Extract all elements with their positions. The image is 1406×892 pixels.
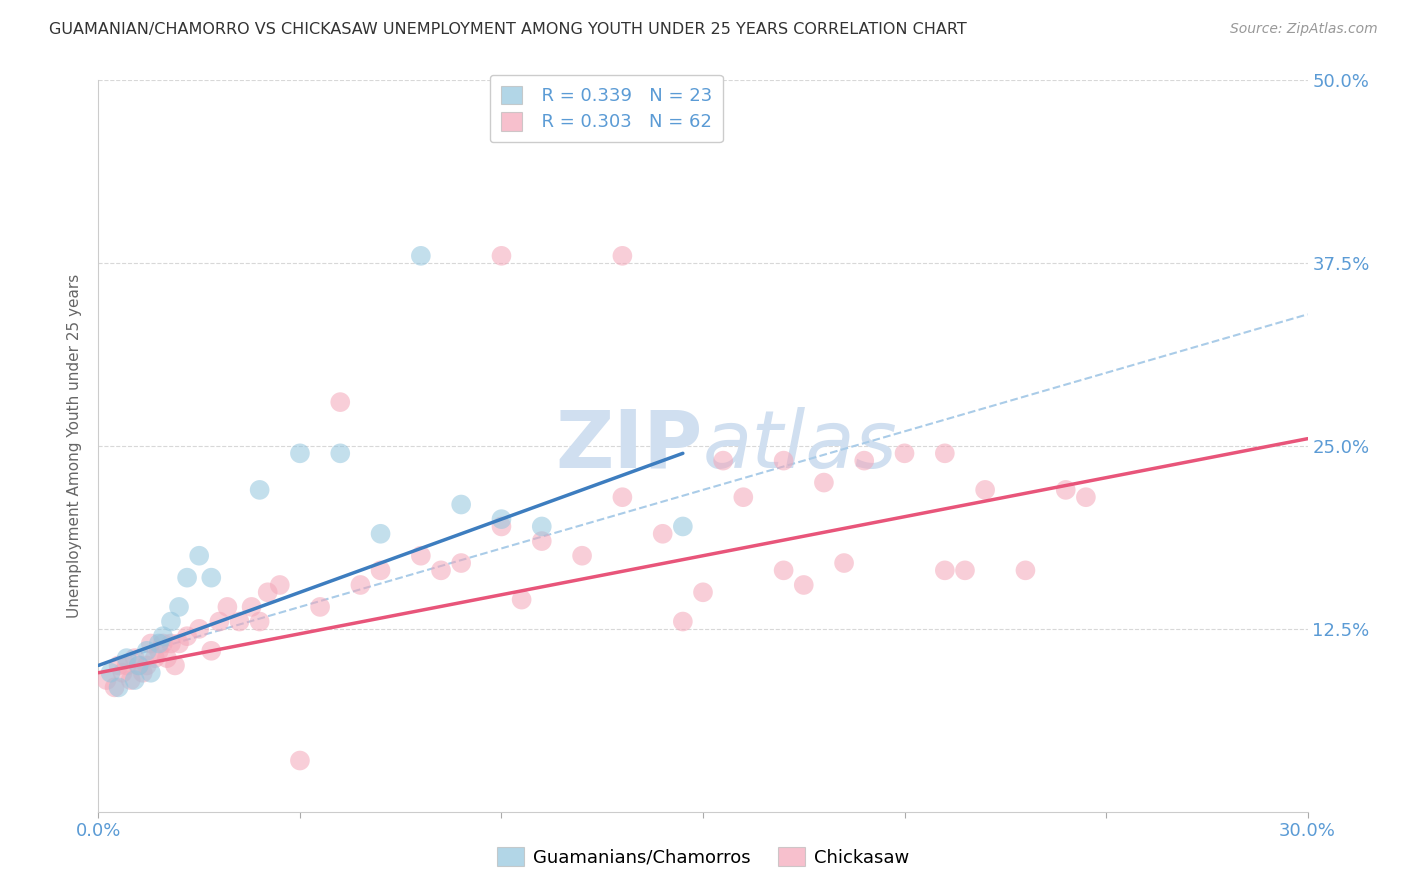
Point <box>124 651 146 665</box>
Point <box>152 636 174 650</box>
Point <box>510 592 533 607</box>
Point <box>120 673 142 687</box>
Point <box>934 563 956 577</box>
Point <box>288 754 311 768</box>
Point <box>107 681 129 695</box>
Point <box>571 549 593 563</box>
Point <box>115 651 138 665</box>
Point <box>813 475 835 490</box>
Point <box>370 563 392 577</box>
Y-axis label: Unemployment Among Youth under 25 years: Unemployment Among Youth under 25 years <box>67 274 83 618</box>
Text: ZIP: ZIP <box>555 407 703 485</box>
Point <box>329 395 352 409</box>
Point <box>530 519 553 533</box>
Point <box>135 658 157 673</box>
Point <box>188 622 211 636</box>
Point <box>409 249 432 263</box>
Point <box>217 599 239 614</box>
Point <box>176 571 198 585</box>
Point <box>772 453 794 467</box>
Point <box>143 651 166 665</box>
Text: Source: ZipAtlas.com: Source: ZipAtlas.com <box>1230 22 1378 37</box>
Point <box>1014 563 1036 577</box>
Point <box>832 556 855 570</box>
Point <box>176 629 198 643</box>
Point <box>103 681 125 695</box>
Point <box>115 658 138 673</box>
Point <box>200 644 222 658</box>
Point <box>733 490 755 504</box>
Text: atlas: atlas <box>703 407 898 485</box>
Point <box>370 526 392 541</box>
Point <box>124 673 146 687</box>
Legend:   R = 0.339   N = 23,   R = 0.303   N = 62: R = 0.339 N = 23, R = 0.303 N = 62 <box>489 75 723 142</box>
Point <box>163 658 186 673</box>
Point <box>256 585 278 599</box>
Point <box>491 249 513 263</box>
Point <box>530 534 553 549</box>
Point <box>349 578 371 592</box>
Point <box>672 615 695 629</box>
Point <box>156 651 179 665</box>
Point <box>139 636 162 650</box>
Point <box>200 571 222 585</box>
Legend: Guamanians/Chamorros, Chickasaw: Guamanians/Chamorros, Chickasaw <box>489 840 917 874</box>
Point <box>491 519 513 533</box>
Point <box>249 483 271 497</box>
Point <box>793 578 815 592</box>
Point <box>974 483 997 497</box>
Point <box>160 615 183 629</box>
Point <box>612 249 634 263</box>
Point <box>148 636 170 650</box>
Point <box>135 644 157 658</box>
Point <box>893 446 915 460</box>
Point <box>853 453 876 467</box>
Point <box>651 526 673 541</box>
Point <box>934 446 956 460</box>
Point <box>128 658 150 673</box>
Point <box>772 563 794 577</box>
Point <box>249 615 271 629</box>
Point <box>100 665 122 680</box>
Point <box>309 599 332 614</box>
Point <box>491 512 513 526</box>
Point <box>96 673 118 687</box>
Point <box>430 563 453 577</box>
Point <box>139 665 162 680</box>
Point <box>672 519 695 533</box>
Text: GUAMANIAN/CHAMORRO VS CHICKASAW UNEMPLOYMENT AMONG YOUTH UNDER 25 YEARS CORRELAT: GUAMANIAN/CHAMORRO VS CHICKASAW UNEMPLOY… <box>49 22 967 37</box>
Point <box>409 549 432 563</box>
Point <box>208 615 231 629</box>
Point <box>188 549 211 563</box>
Point <box>711 453 734 467</box>
Point <box>450 556 472 570</box>
Point <box>107 658 129 673</box>
Point <box>269 578 291 592</box>
Point <box>450 498 472 512</box>
Point <box>228 615 250 629</box>
Point <box>148 644 170 658</box>
Point <box>953 563 976 577</box>
Point <box>612 490 634 504</box>
Point <box>692 585 714 599</box>
Point <box>128 658 150 673</box>
Point <box>240 599 263 614</box>
Point <box>1074 490 1097 504</box>
Point <box>111 665 134 680</box>
Point <box>1054 483 1077 497</box>
Point <box>167 599 190 614</box>
Point <box>167 636 190 650</box>
Point <box>152 629 174 643</box>
Point <box>288 446 311 460</box>
Point <box>132 665 155 680</box>
Point <box>160 636 183 650</box>
Point <box>329 446 352 460</box>
